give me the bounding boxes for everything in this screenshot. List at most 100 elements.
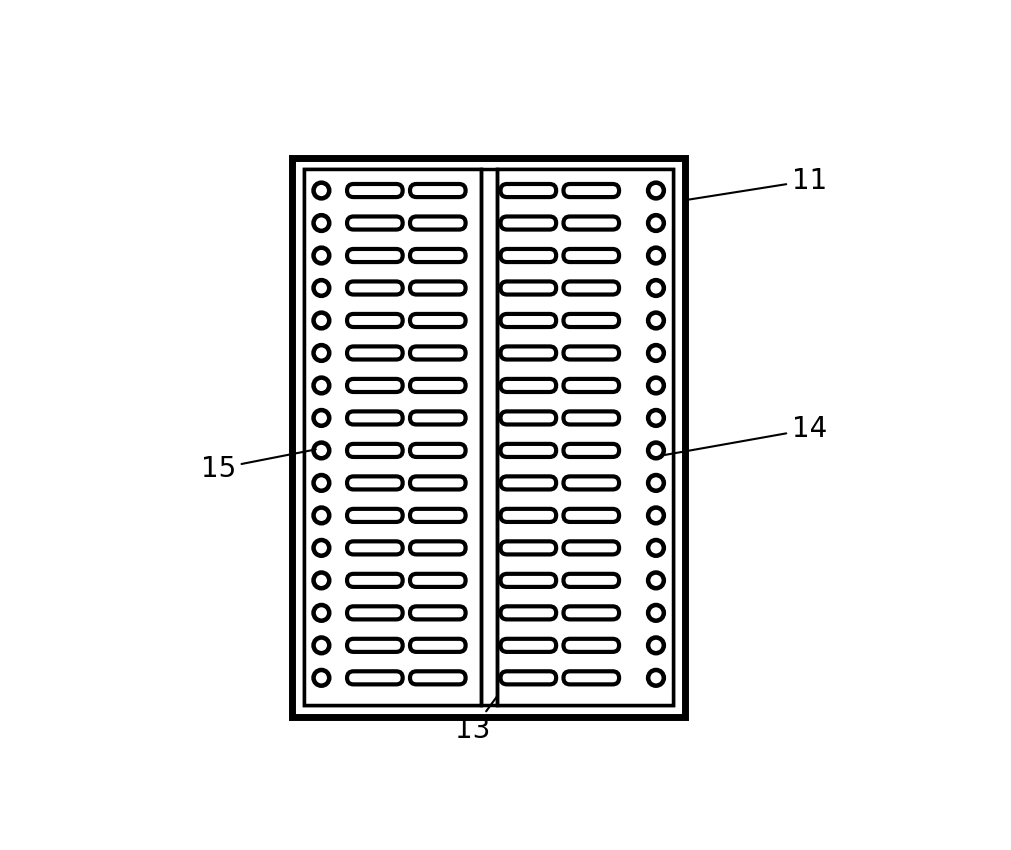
Circle shape (648, 183, 664, 198)
FancyBboxPatch shape (563, 249, 619, 262)
Bar (304, 169, 480, 706)
Circle shape (648, 475, 664, 490)
Circle shape (648, 410, 664, 426)
FancyBboxPatch shape (410, 509, 466, 522)
Circle shape (313, 247, 330, 264)
Circle shape (648, 215, 664, 231)
Circle shape (313, 573, 330, 588)
FancyBboxPatch shape (410, 639, 466, 652)
FancyBboxPatch shape (500, 347, 556, 360)
FancyBboxPatch shape (410, 217, 466, 230)
Circle shape (313, 377, 330, 394)
Circle shape (313, 280, 330, 296)
FancyBboxPatch shape (347, 217, 402, 230)
Bar (496, 169, 673, 706)
FancyBboxPatch shape (347, 606, 402, 620)
FancyBboxPatch shape (563, 541, 619, 554)
FancyBboxPatch shape (347, 411, 402, 424)
FancyBboxPatch shape (410, 541, 466, 554)
Circle shape (648, 670, 664, 686)
FancyBboxPatch shape (500, 444, 556, 457)
Circle shape (313, 507, 330, 524)
FancyBboxPatch shape (563, 476, 619, 490)
Circle shape (648, 345, 664, 360)
FancyBboxPatch shape (347, 639, 402, 652)
Circle shape (648, 573, 664, 588)
Text: 15: 15 (201, 450, 315, 483)
FancyBboxPatch shape (347, 379, 402, 392)
Circle shape (648, 443, 664, 458)
Circle shape (648, 247, 664, 264)
FancyBboxPatch shape (410, 379, 466, 392)
FancyBboxPatch shape (410, 411, 466, 424)
FancyBboxPatch shape (410, 347, 466, 360)
FancyBboxPatch shape (500, 541, 556, 554)
Circle shape (313, 313, 330, 328)
FancyBboxPatch shape (500, 411, 556, 424)
Circle shape (313, 410, 330, 426)
FancyBboxPatch shape (347, 249, 402, 262)
FancyBboxPatch shape (563, 606, 619, 620)
FancyBboxPatch shape (347, 281, 402, 295)
FancyBboxPatch shape (347, 347, 402, 360)
Circle shape (313, 443, 330, 458)
Bar (304, 169, 673, 706)
FancyBboxPatch shape (347, 184, 402, 197)
FancyBboxPatch shape (563, 314, 619, 327)
FancyBboxPatch shape (500, 314, 556, 327)
FancyBboxPatch shape (347, 541, 402, 554)
FancyBboxPatch shape (347, 476, 402, 490)
Circle shape (313, 670, 330, 686)
Circle shape (313, 540, 330, 556)
FancyBboxPatch shape (563, 444, 619, 457)
FancyBboxPatch shape (563, 379, 619, 392)
Circle shape (648, 507, 664, 524)
FancyBboxPatch shape (500, 249, 556, 262)
FancyBboxPatch shape (410, 249, 466, 262)
FancyBboxPatch shape (410, 314, 466, 327)
FancyBboxPatch shape (347, 672, 402, 684)
FancyBboxPatch shape (410, 606, 466, 620)
FancyBboxPatch shape (563, 184, 619, 197)
Bar (292, 157, 685, 717)
FancyBboxPatch shape (500, 379, 556, 392)
Circle shape (648, 605, 664, 620)
FancyBboxPatch shape (500, 217, 556, 230)
FancyBboxPatch shape (347, 574, 402, 586)
Circle shape (648, 313, 664, 328)
FancyBboxPatch shape (500, 574, 556, 586)
FancyBboxPatch shape (410, 444, 466, 457)
FancyBboxPatch shape (410, 476, 466, 490)
FancyBboxPatch shape (500, 281, 556, 295)
Circle shape (313, 345, 330, 360)
FancyBboxPatch shape (500, 606, 556, 620)
FancyBboxPatch shape (563, 411, 619, 424)
Circle shape (313, 215, 330, 231)
Circle shape (648, 638, 664, 653)
FancyBboxPatch shape (563, 509, 619, 522)
Circle shape (313, 638, 330, 653)
FancyBboxPatch shape (563, 281, 619, 295)
FancyBboxPatch shape (347, 314, 402, 327)
FancyBboxPatch shape (500, 639, 556, 652)
FancyBboxPatch shape (500, 509, 556, 522)
FancyBboxPatch shape (410, 281, 466, 295)
Text: 11: 11 (687, 167, 827, 200)
Circle shape (313, 183, 330, 198)
Circle shape (313, 605, 330, 620)
FancyBboxPatch shape (563, 347, 619, 360)
Circle shape (313, 475, 330, 490)
FancyBboxPatch shape (347, 509, 402, 522)
FancyBboxPatch shape (563, 639, 619, 652)
FancyBboxPatch shape (500, 672, 556, 684)
Text: 13: 13 (455, 696, 496, 745)
Circle shape (648, 280, 664, 296)
FancyBboxPatch shape (500, 184, 556, 197)
FancyBboxPatch shape (563, 217, 619, 230)
Text: 14: 14 (665, 416, 827, 455)
FancyBboxPatch shape (500, 476, 556, 490)
Circle shape (648, 377, 664, 394)
FancyBboxPatch shape (410, 184, 466, 197)
FancyBboxPatch shape (410, 574, 466, 586)
FancyBboxPatch shape (563, 672, 619, 684)
